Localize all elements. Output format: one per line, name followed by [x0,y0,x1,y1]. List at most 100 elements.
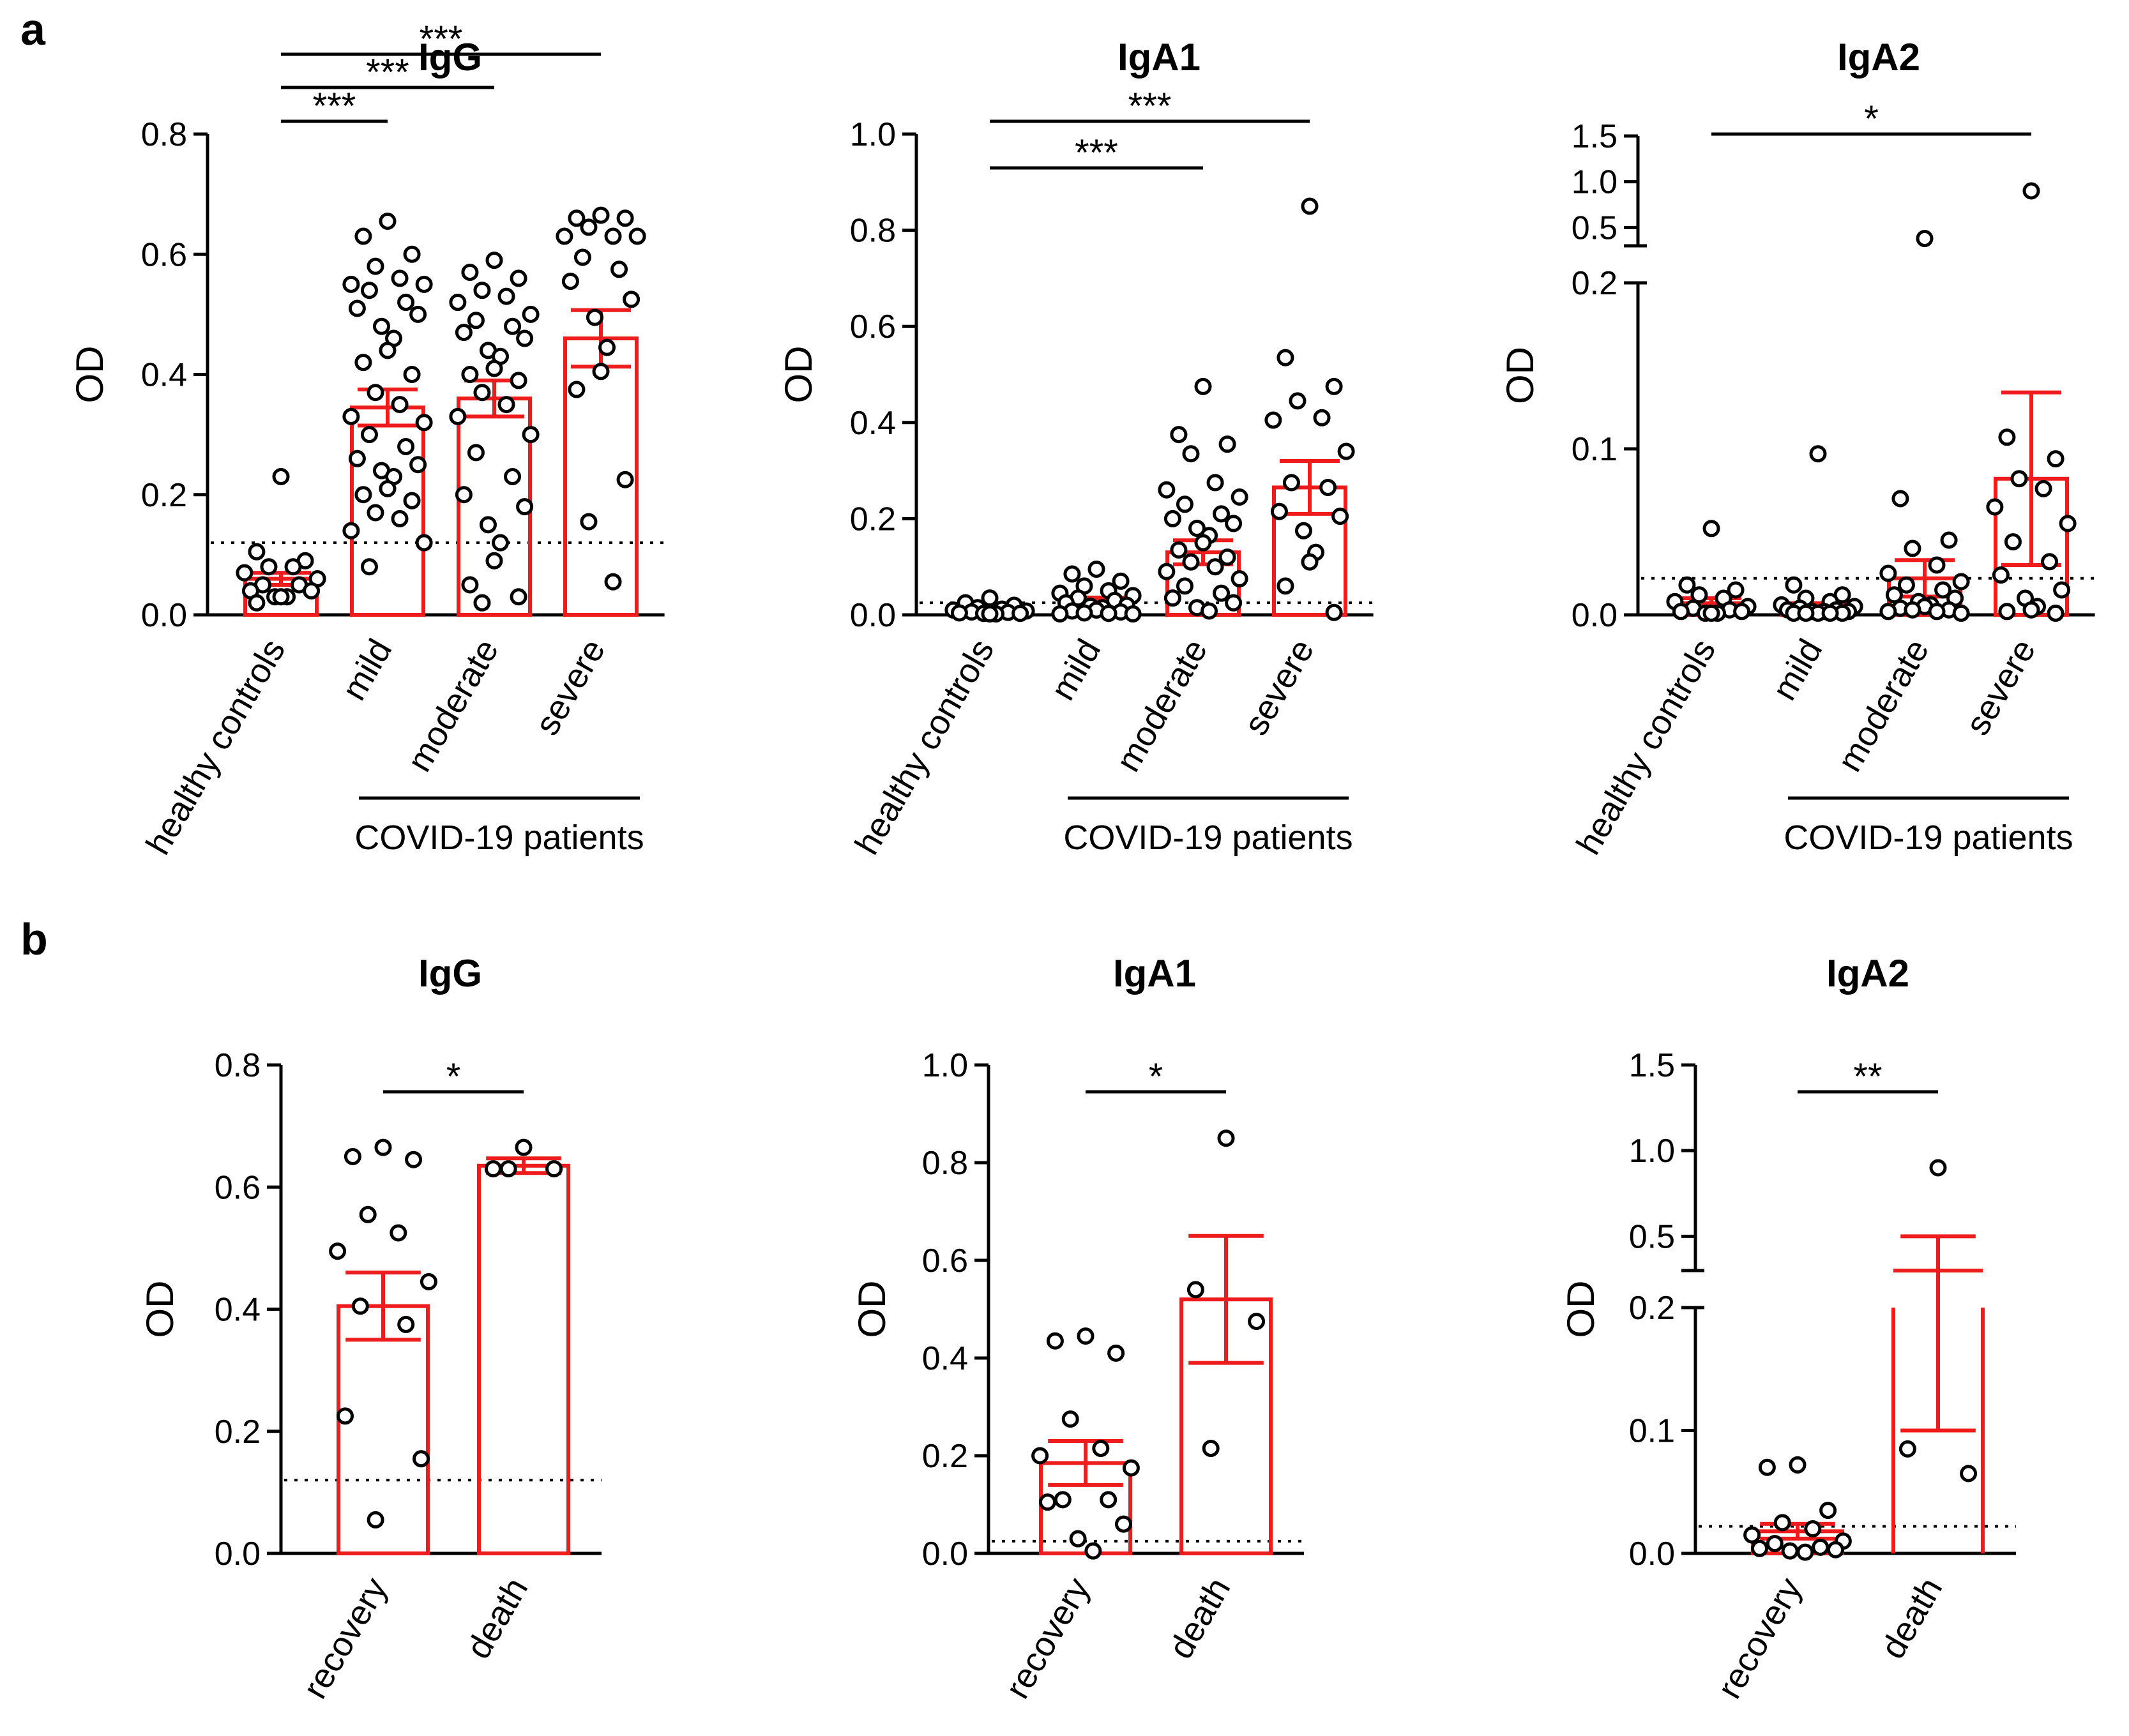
data-point [1054,1491,1072,1509]
data-point [449,407,467,425]
data-point [1277,577,1294,595]
data-point [1218,435,1236,453]
data-point [390,1224,407,1242]
data-point [397,437,415,455]
data-point [2059,515,2077,532]
y-tick-label: 0.2 [922,1438,968,1475]
data-point [455,324,473,342]
data-point [628,227,646,245]
data-point [1163,589,1181,607]
data-point [1331,508,1349,525]
data-point [499,1160,517,1178]
data-point [1231,488,1248,506]
significance-label: ** [1853,1056,1882,1098]
data-point [342,522,360,540]
category-label: recovery [1710,1571,1809,1705]
data-point [374,1138,392,1156]
data-point [1998,428,2016,446]
group-label: COVID-19 patients [1063,819,1352,857]
significance-label: *** [366,52,409,93]
data-point [2041,553,2059,571]
data-point [348,299,366,317]
data-point [1319,478,1337,496]
data-point [467,312,485,329]
data-point [504,468,522,486]
data-point [1294,522,1312,540]
y-tick-label: 0.0 [141,597,187,634]
data-point [360,426,378,444]
data-point [1672,603,1690,621]
data-point [515,1138,533,1156]
data-point [1069,1530,1087,1548]
data-point [1301,197,1319,215]
chart-title: IgG [418,952,482,995]
data-point [592,363,610,381]
chart-b-iga1: IgA1 OD 0.0 0.2 0.4 0.6 0.8 1.0 recovery death * [851,952,1304,1705]
data-point [1885,586,1903,604]
data-point [592,206,610,224]
data-point [1188,519,1206,537]
data-point [2053,581,2071,599]
data-point [1928,556,1946,574]
data-point [1325,377,1343,395]
data-point [1176,577,1193,595]
data-point [354,227,372,245]
category-label: moderate [1830,633,1936,778]
y-tick-label: 0.2 [1629,1290,1675,1327]
significance-label: *** [313,86,356,127]
data-point [2022,182,2040,200]
data-point [522,426,540,444]
data-point [420,1272,437,1290]
significance-label: *** [1128,86,1172,127]
data-point [473,384,491,402]
data-point [1758,1458,1776,1476]
chart-title: IgA1 [1118,36,1201,79]
data-point [981,605,999,623]
data-point [2010,470,2028,488]
y-tick-label: 0.2 [850,501,896,538]
category-label: severe [1958,633,2043,741]
data-point [1277,349,1294,366]
data-point [354,486,372,504]
data-point [485,252,503,269]
y-tick-label: 1.0 [1572,164,1618,201]
data-point [236,564,254,582]
chart-b-iga2: IgA2 OD 0.0 0.1 0.2 0.5 1.0 1.5 recovery death ** [1559,952,2016,1705]
y-axis-label: OD [777,346,820,404]
data-point [510,588,527,606]
data-point [1186,1281,1204,1299]
data-point [510,372,527,389]
data-point [359,1205,377,1223]
data-point [484,1160,502,1178]
data-point [1796,1543,1814,1561]
data-point [1124,605,1142,623]
y-axis-label: OD [1499,347,1542,404]
data-point [1112,572,1130,590]
data-point [2022,601,2040,619]
y-tick-label: 1.5 [1572,118,1618,155]
data-point [1337,442,1355,460]
data-point [1218,548,1236,566]
data-point [1904,540,1921,557]
y-tick-label: 0.0 [215,1536,261,1573]
data-point [1812,1538,1830,1556]
y-tick-label: 1.5 [1629,1047,1675,1084]
data-point [1063,565,1081,583]
y-tick-label: 1.0 [850,116,896,153]
data-point [461,263,479,281]
data-point [516,329,534,347]
data-point [573,248,591,266]
data-point [2047,604,2065,622]
data-point [1992,566,2010,584]
data-point [2047,450,2065,468]
data-point [1940,531,1958,549]
data-point [1998,603,2016,621]
data-point [1313,409,1331,426]
data-point [403,245,421,263]
data-point [1727,581,1745,599]
data-point [1201,602,1218,620]
data-point [545,1160,563,1178]
y-tick-label: 0.1 [1629,1413,1675,1450]
chart-title: IgG [418,36,482,79]
